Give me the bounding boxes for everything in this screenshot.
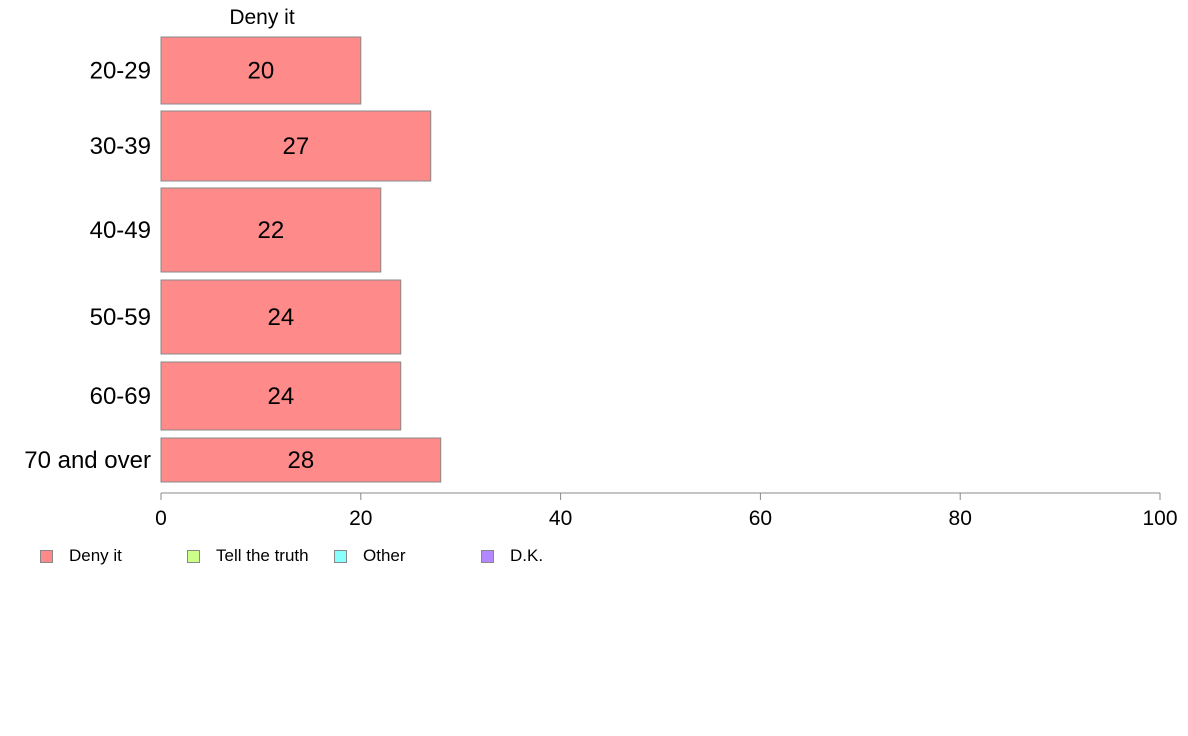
x-tick-label: 100 — [1142, 507, 1177, 530]
category-label: 50-59 — [90, 304, 151, 331]
legend-item-dk: D.K. — [481, 546, 543, 566]
category-label: 20-29 — [90, 58, 151, 85]
bar — [160, 279, 402, 355]
bar-chart: Deny it 20 20-29 27 30-39 22 40-49 24 50-59 24 60… — [24, 6, 1178, 530]
legend-label: Other — [363, 546, 406, 565]
bar — [160, 36, 362, 105]
legend-swatch-deny-it — [40, 549, 53, 563]
x-tick-label: 80 — [949, 507, 972, 530]
x-tick-label: 40 — [549, 507, 572, 530]
legend-label: Deny it — [69, 546, 122, 565]
bar-value-label: 20 — [248, 58, 275, 85]
bar-value-label: 27 — [283, 133, 310, 160]
bar — [160, 361, 402, 431]
legend-swatch-other — [334, 549, 347, 563]
bar — [160, 187, 382, 273]
legend-swatch-dk — [481, 549, 494, 563]
legend-item-deny-it: Deny it — [40, 546, 122, 566]
bar-value-label: 22 — [258, 217, 285, 244]
bar — [160, 437, 442, 483]
x-tick-label: 60 — [749, 507, 772, 530]
category-label: 70 and over — [24, 447, 151, 474]
legend-swatch-tell-the-truth — [187, 549, 200, 563]
bar-value-label: 24 — [268, 383, 295, 410]
x-tick-label: 0 — [155, 507, 167, 530]
bar — [160, 110, 432, 182]
category-label: 40-49 — [90, 217, 151, 244]
legend-label: Tell the truth — [216, 546, 309, 565]
x-tick-label: 20 — [349, 507, 372, 530]
legend-item-other: Other — [334, 546, 406, 566]
bars-layer: 20 20-29 27 30-39 22 40-49 24 50-59 24 60-69 28 70 … — [24, 36, 442, 483]
bar-value-label: 24 — [268, 304, 295, 331]
x-axis: 0 20 40 60 80 100 — [155, 492, 1178, 530]
category-label: 60-69 — [90, 383, 151, 410]
legend-label: D.K. — [510, 546, 544, 565]
bar-value-label: 28 — [288, 447, 315, 474]
chart-title: Deny it — [229, 6, 295, 29]
legend: Deny it Tell the truth Other D.K. — [0, 546, 1188, 570]
category-label: 30-39 — [90, 133, 151, 160]
legend-item-tell-the-truth: Tell the truth — [187, 546, 309, 566]
